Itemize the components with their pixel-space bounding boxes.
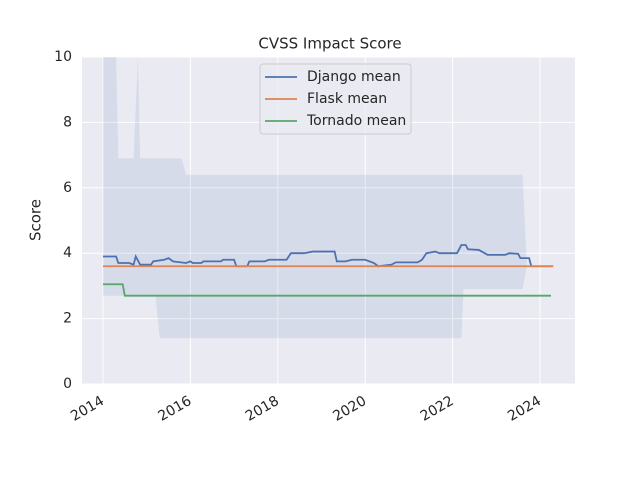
x-tick-label: 2016 [156, 393, 195, 425]
legend-box [259, 63, 412, 135]
x-tick-label: 2024 [505, 393, 544, 425]
range-band [102, 57, 527, 339]
y-tick-label: 6 [63, 180, 72, 196]
series-line [102, 283, 551, 297]
legend-label: Flask mean [307, 91, 387, 107]
y-tick-label: 2 [63, 311, 72, 327]
series-line [102, 244, 554, 268]
x-tick-label: 2022 [418, 393, 457, 425]
y-axis-label: Score [27, 199, 45, 241]
y-tick-label: 0 [63, 376, 72, 392]
x-tick-label: 2018 [243, 393, 282, 425]
chart-title: CVSS Impact Score [258, 35, 401, 53]
y-tick-label: 4 [63, 245, 72, 261]
legend-label: Django mean [307, 69, 401, 85]
y-tick-label: 8 [63, 114, 72, 130]
legend-label: Tornado mean [306, 113, 406, 129]
x-tick-label: 2014 [68, 393, 107, 425]
y-tick-label: 10 [54, 49, 72, 65]
x-tick-label: 2020 [330, 393, 369, 425]
